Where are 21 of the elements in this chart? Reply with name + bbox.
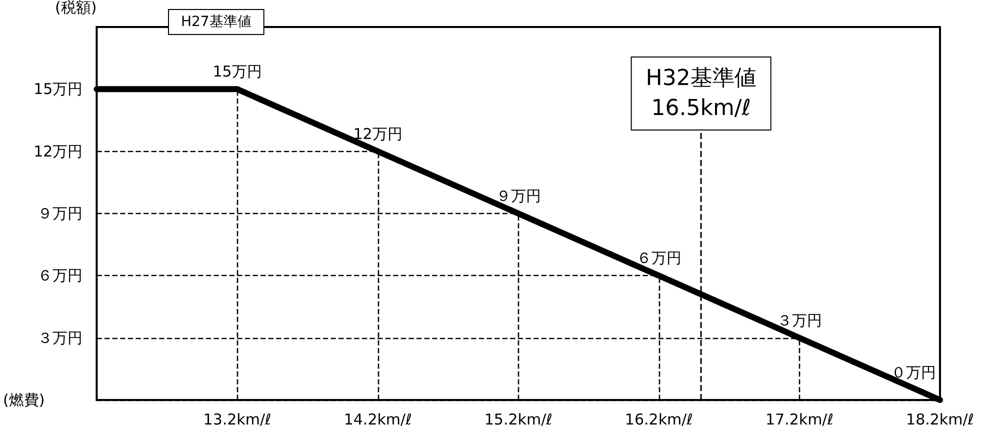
annotation: H27基準値 xyxy=(181,14,252,30)
y-tick-label: ６万円 xyxy=(38,266,83,285)
data-label: ３万円 xyxy=(776,311,822,330)
ref-line-label: H32基準値 16.5km/ℓ xyxy=(646,66,756,121)
y-tick-label: 12万円 xyxy=(34,142,83,160)
y-tick-label: ３万円 xyxy=(38,328,83,347)
y-tick-label: 15万円 xyxy=(34,80,83,98)
y-axis-title: (税額) xyxy=(54,0,97,16)
x-tick-label: 14.2km/ℓ xyxy=(344,410,412,428)
x-tick-label: 17.2km/ℓ xyxy=(765,410,834,428)
x-tick-label: 16.2km/ℓ xyxy=(624,410,693,428)
x-tick-label: 18.2km/ℓ xyxy=(906,410,974,428)
x-tick-label: 13.2km/ℓ xyxy=(203,410,272,428)
data-label: ９万円 xyxy=(496,187,541,205)
data-label: 12万円 xyxy=(353,124,402,143)
y-tick-label: ９万円 xyxy=(38,204,83,222)
x-tick-label: 15.2km/ℓ xyxy=(484,410,552,428)
x-axis-title: (燃費) xyxy=(2,391,45,409)
data-label: ０万円 xyxy=(891,364,936,382)
data-label: 15万円 xyxy=(212,62,262,81)
data-label: ６万円 xyxy=(636,249,682,268)
